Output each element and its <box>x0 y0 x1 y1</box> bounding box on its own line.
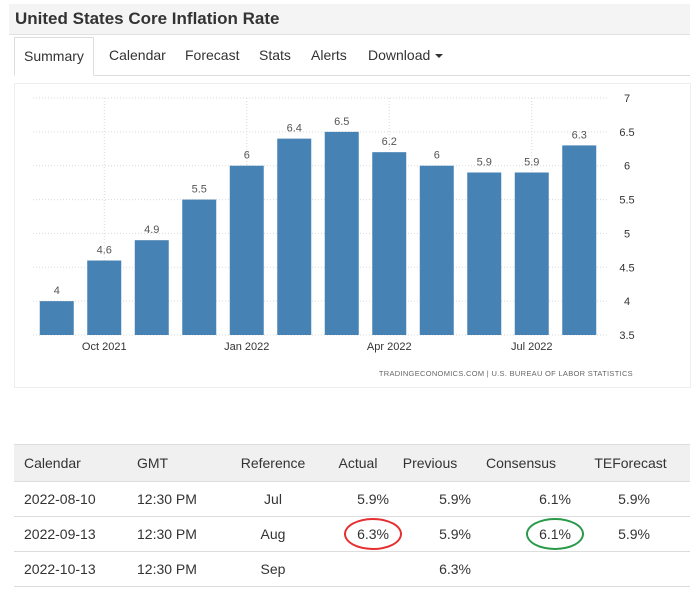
x-tick-label: Jan 2022 <box>224 341 269 353</box>
cell-consensus: 6.1% <box>471 516 584 552</box>
cell-previous: 5.9% <box>389 481 471 517</box>
cell-actual: 5.9% <box>327 481 389 517</box>
data-label: 4 <box>54 285 60 297</box>
actual-highlight-circle: 6.3% <box>344 518 402 550</box>
tab-forecast[interactable]: Forecast <box>185 37 239 74</box>
table-header-row: Calendar GMT Reference Actual Previous C… <box>14 444 690 482</box>
y-tick-label: 4.5 <box>619 262 634 274</box>
bar-chart: 3.5 4 4.5 5 5.5 6 6.5 7 Oct 2021 Jan 2022 Apr 2022… <box>33 93 635 378</box>
consensus-highlight-circle: 6.1% <box>526 518 584 550</box>
bar <box>182 199 217 335</box>
caret-down-icon <box>435 54 444 59</box>
bar <box>562 145 597 335</box>
page-title: United States Core Inflation Rate <box>15 9 280 28</box>
tab-stats[interactable]: Stats <box>259 37 291 74</box>
y-tick-label: 3.5 <box>619 330 634 342</box>
table-row: 2022-10-13 12:30 PM Sep 6.3% <box>14 551 690 587</box>
x-tick-label: Apr 2022 <box>367 341 412 353</box>
cell-reference: Aug <box>219 516 327 552</box>
bar <box>467 172 502 335</box>
cell-consensus: 6.1% <box>471 481 571 517</box>
col-header-reference: Reference <box>219 444 327 482</box>
cell-date: 2022-09-13 <box>14 516 119 552</box>
col-header-calendar: Calendar <box>14 444 119 482</box>
cell-teforecast: 5.9% <box>571 481 690 517</box>
cell-reference: Jul <box>219 481 327 517</box>
cell-date: 2022-10-13 <box>14 551 119 587</box>
tab-stats-label: Stats <box>259 47 291 63</box>
data-label: 4.9 <box>144 224 159 236</box>
col-header-actual: Actual <box>327 444 389 482</box>
data-label: 6.4 <box>287 123 302 135</box>
tab-alerts[interactable]: Alerts <box>311 37 347 74</box>
cell-actual: 6.3% <box>327 516 402 552</box>
data-label: 6.2 <box>382 136 397 148</box>
chart-source: TRADINGECONOMICS.COM | U.S. BUREAU OF LA… <box>379 369 633 378</box>
cell-gmt: 12:30 PM <box>119 481 219 517</box>
y-tick-label: 5 <box>624 228 630 240</box>
cell-reference: Sep <box>219 551 327 587</box>
data-label: 5.9 <box>524 156 539 168</box>
bar <box>277 138 312 335</box>
cell-previous: 6.3% <box>389 551 471 587</box>
tab-calendar[interactable]: Calendar <box>109 37 166 74</box>
bar <box>39 301 74 335</box>
x-tick-label: Oct 2021 <box>82 341 127 353</box>
y-tick-label: 7 <box>624 93 630 105</box>
y-tick-label: 5.5 <box>619 195 634 207</box>
tab-bar: Summary Calendar Forecast Stats Alerts D… <box>14 37 690 76</box>
bar <box>514 172 549 335</box>
x-tick-label: Jul 2022 <box>511 341 553 353</box>
cell-actual <box>327 551 389 587</box>
col-header-consensus: Consensus <box>471 444 571 482</box>
y-tick-label: 4 <box>624 296 630 308</box>
cell-gmt: 12:30 PM <box>119 516 219 552</box>
bar <box>419 165 454 335</box>
cell-teforecast <box>571 551 690 587</box>
bar <box>134 240 169 335</box>
title-bar: United States Core Inflation Rate <box>9 4 690 35</box>
data-label: 6 <box>244 150 250 162</box>
cell-previous: 5.9% <box>389 516 471 552</box>
col-header-previous: Previous <box>389 444 471 482</box>
tab-download[interactable]: Download <box>368 37 444 74</box>
tab-summary[interactable]: Summary <box>14 37 94 76</box>
tab-forecast-label: Forecast <box>185 47 240 63</box>
bar <box>324 131 359 335</box>
data-label: 6 <box>434 150 440 162</box>
calendar-table: Calendar GMT Reference Actual Previous C… <box>14 444 690 587</box>
data-label: 5.9 <box>477 156 492 168</box>
data-label: 6.3 <box>572 129 587 141</box>
cell-gmt: 12:30 PM <box>119 551 219 587</box>
bar <box>229 165 264 335</box>
tab-download-label: Download <box>368 47 431 63</box>
bar <box>87 260 122 335</box>
data-label: 5.5 <box>192 184 207 196</box>
chart-container: 3.5 4 4.5 5 5.5 6 6.5 7 Oct 2021 Jan 2022 Apr 2022… <box>14 83 691 388</box>
cell-teforecast: 5.9% <box>571 516 690 552</box>
tab-alerts-label: Alerts <box>311 47 347 63</box>
table-row: 2022-08-10 12:30 PM Jul 5.9% 5.9% 6.1% 5… <box>14 481 690 517</box>
bar <box>372 152 407 335</box>
y-tick-label: 6.5 <box>619 127 634 139</box>
y-tick-label: 6 <box>624 161 630 173</box>
data-label: 4.6 <box>97 245 112 257</box>
col-header-teforecast: TEForecast <box>571 444 690 482</box>
tab-calendar-label: Calendar <box>109 47 166 63</box>
col-header-gmt: GMT <box>119 444 219 482</box>
cell-date: 2022-08-10 <box>14 481 119 517</box>
data-label: 6.5 <box>334 116 349 128</box>
tab-summary-label: Summary <box>24 48 84 64</box>
table-row: 2022-09-13 12:30 PM Aug 6.3% 5.9% 6.1% 5… <box>14 516 690 552</box>
cell-consensus <box>471 551 571 587</box>
